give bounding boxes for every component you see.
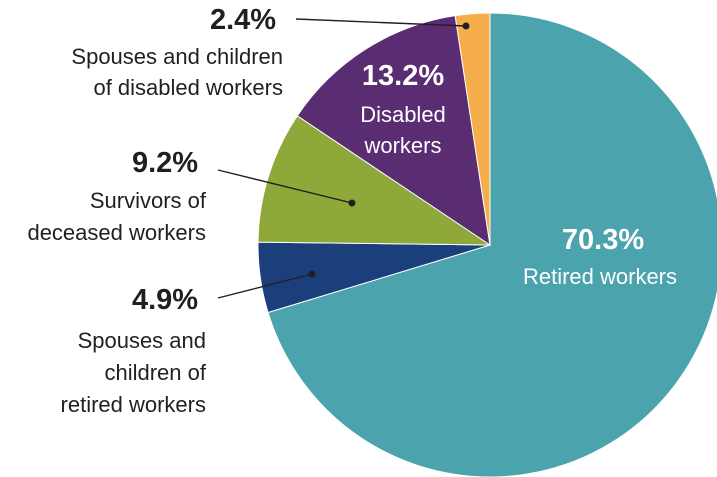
leader-line-spouses-disabled bbox=[295, 18, 467, 27]
leader-line-spouses-retired bbox=[217, 273, 313, 299]
label-spouses-disabled-caption-line2: of disabled workers bbox=[93, 75, 283, 100]
label-retired-caption: Retired workers bbox=[523, 264, 677, 289]
leader-dot-survivors bbox=[348, 199, 356, 207]
label-disabled-caption-line2: workers bbox=[363, 133, 441, 158]
leader-dot-spouses-retired bbox=[308, 270, 316, 278]
label-spouses-retired-pct: 4.9% bbox=[132, 284, 198, 316]
leader-lines bbox=[217, 18, 470, 299]
label-spouses-retired-caption-line2: children of bbox=[104, 360, 206, 385]
leader-dot-spouses-disabled bbox=[462, 22, 470, 30]
label-spouses-retired-caption-line1: Spouses and bbox=[78, 328, 206, 353]
leader-line-survivors bbox=[217, 169, 353, 204]
pie-slice-retired-workers bbox=[267, 12, 717, 477]
label-spouses-retired-caption-line3: retired workers bbox=[61, 392, 206, 417]
label-survivors-caption-line2: deceased workers bbox=[27, 220, 206, 245]
label-retired-pct: 70.3% bbox=[562, 224, 644, 256]
pie-slices bbox=[257, 12, 717, 477]
pie-slice-survivors-of-deceased-workers bbox=[257, 115, 492, 246]
label-survivors-caption-line1: Survivors of bbox=[90, 188, 207, 213]
label-spouses-disabled-pct: 2.4% bbox=[210, 4, 276, 36]
pie-slice-spouses-and-children-of-disabled-workers bbox=[454, 12, 491, 246]
pie-slice-disabled-workers bbox=[296, 15, 491, 247]
label-survivors-pct: 9.2% bbox=[132, 147, 198, 179]
label-disabled-pct: 13.2% bbox=[362, 60, 444, 92]
label-disabled-caption-line1: Disabled bbox=[360, 102, 446, 127]
label-spouses-disabled-caption-line1: Spouses and children bbox=[71, 44, 283, 69]
